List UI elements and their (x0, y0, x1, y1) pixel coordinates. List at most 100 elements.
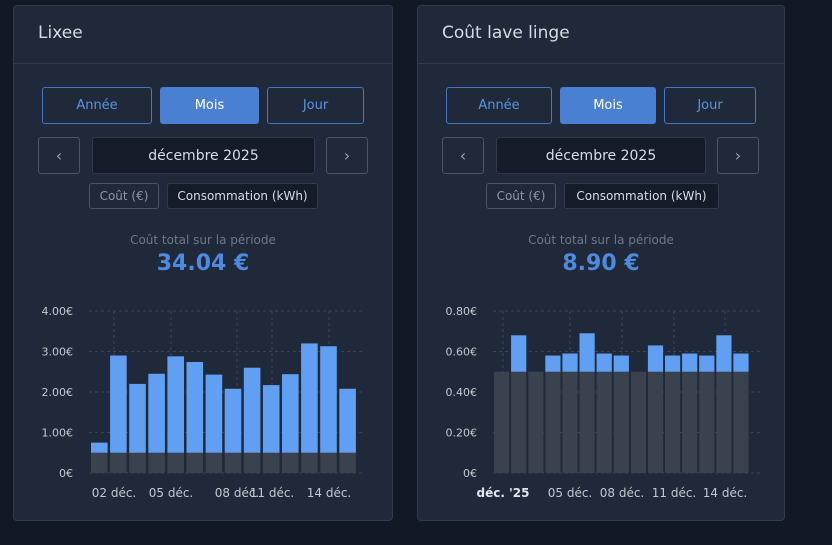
bar-cost-segment[interactable] (579, 333, 595, 372)
bar-base-segment[interactable] (699, 371, 715, 473)
bar-base-segment[interactable] (562, 371, 578, 473)
bar-base-segment[interactable] (596, 371, 612, 473)
bar-cost-segment[interactable] (596, 353, 612, 372)
bar-base-segment[interactable] (262, 452, 280, 473)
bar-cost-segment[interactable] (91, 442, 108, 453)
bar-base-segment[interactable] (186, 452, 204, 473)
cost-bar-chart: 0.80€ 0.60€ 0.40€ 0.20€ 0€déc. '25 05 déc. 08 … (446, 305, 763, 500)
bar-base-segment[interactable] (205, 452, 223, 473)
bar-base-segment[interactable] (647, 371, 664, 473)
next-month-button[interactable]: › (326, 137, 368, 174)
bar-cost-segment[interactable] (320, 346, 337, 453)
y-tick-label: 0€ (59, 467, 73, 480)
bar-cost-segment[interactable] (205, 374, 223, 453)
bar-cost-segment[interactable] (282, 374, 299, 453)
range-day-button[interactable]: Jour (664, 87, 756, 124)
bar-cost-segment[interactable] (224, 388, 242, 453)
bar-cost-segment[interactable] (129, 383, 146, 453)
bar-cost-segment[interactable] (699, 355, 715, 372)
prev-month-button[interactable]: ‹ (38, 137, 80, 174)
bar-cost-segment[interactable] (148, 373, 165, 453)
bar-base-segment[interactable] (665, 371, 681, 473)
bar-base-segment[interactable] (243, 452, 261, 473)
chevron-right-icon: › (343, 146, 351, 165)
bar-cost-segment[interactable] (733, 353, 749, 372)
bar-cost-segment[interactable] (682, 353, 698, 372)
next-month-button[interactable]: › (717, 137, 759, 174)
y-tick-label: 4.00€ (42, 305, 74, 318)
bar-base-segment[interactable] (320, 452, 337, 473)
chevron-left-icon: ‹ (55, 146, 63, 165)
bar-base-segment[interactable] (129, 452, 146, 473)
bar-cost-segment[interactable] (647, 345, 664, 372)
bar-base-segment[interactable] (613, 371, 629, 473)
y-tick-label: 3.00€ (42, 346, 74, 359)
bar-cost-segment[interactable] (665, 355, 681, 372)
cost-bar-chart: 4.00€ 3.00€ 2.00€ 1.00€ 0€ 02 déc. 05 déc. 08 d… (42, 305, 364, 500)
card-title: Lixee (38, 23, 83, 43)
bar-base-segment[interactable] (528, 371, 544, 473)
bar-cost-segment[interactable] (167, 356, 184, 453)
x-tick-label: 11 déc. (250, 486, 295, 500)
bar-base-segment[interactable] (148, 452, 165, 473)
card-divider (14, 63, 392, 64)
range-year-button[interactable]: Année (446, 87, 552, 124)
y-tick-label: 0.40€ (446, 386, 478, 399)
card-divider (418, 63, 784, 64)
bar-cost-segment[interactable] (613, 355, 629, 372)
bar-cost-segment[interactable] (262, 385, 280, 453)
total-label: Coût total sur la période (528, 233, 674, 247)
bar-base-segment[interactable] (682, 371, 698, 473)
bar-cost-segment[interactable] (562, 353, 578, 372)
total-value: 34.04 € (156, 251, 250, 276)
range-month-button[interactable]: Mois (560, 87, 656, 124)
x-tick-label: 02 déc. (92, 486, 137, 500)
x-tick-label: déc. '25 (477, 486, 530, 500)
bar-base-segment[interactable] (167, 452, 184, 473)
bar-cost-segment[interactable] (186, 362, 204, 453)
y-tick-label: 0€ (463, 467, 477, 480)
bar-base-segment[interactable] (545, 371, 561, 473)
range-day-button[interactable]: Jour (267, 87, 364, 124)
bar-base-segment[interactable] (91, 452, 108, 473)
range-year-button[interactable]: Année (42, 87, 152, 124)
cost-mode-button[interactable]: Coût (€) (486, 183, 556, 209)
y-tick-label: 1.00€ (42, 427, 74, 440)
bar-base-segment[interactable] (339, 452, 356, 473)
range-month-button[interactable]: Mois (160, 87, 259, 124)
bar-cost-segment[interactable] (339, 388, 356, 453)
bar-cost-segment[interactable] (716, 335, 732, 372)
bar-base-segment[interactable] (301, 452, 318, 473)
y-tick-label: 0.60€ (446, 346, 478, 359)
bar-cost-segment[interactable] (243, 367, 261, 453)
prev-month-button[interactable]: ‹ (442, 137, 484, 174)
bar-base-segment[interactable] (511, 371, 527, 473)
x-tick-label: 05 déc. (149, 486, 194, 500)
bar-cost-segment[interactable] (511, 335, 527, 372)
consumption-mode-button[interactable]: Consommation (kWh) (167, 183, 318, 209)
energy-card-lixee: Lixee Année Mois Jour ‹ décembre 2025 › … (13, 5, 393, 521)
bar-cost-segment[interactable] (301, 343, 318, 453)
bar-cost-segment[interactable] (110, 355, 127, 453)
bar-base-segment[interactable] (110, 452, 127, 473)
x-tick-label: 05 déc. (548, 486, 593, 500)
bar-base-segment[interactable] (579, 371, 595, 473)
cost-mode-button[interactable]: Coût (€) (89, 183, 159, 209)
total-label: Coût total sur la période (130, 233, 276, 247)
total-value: 8.90 € (562, 251, 640, 276)
chevron-left-icon: ‹ (459, 146, 467, 165)
month-display: décembre 2025 (92, 137, 315, 174)
bar-base-segment[interactable] (716, 371, 732, 473)
y-tick-label: 0.20€ (446, 427, 478, 440)
bar-base-segment[interactable] (224, 452, 242, 473)
bar-base-segment[interactable] (494, 371, 510, 473)
bar-cost-segment[interactable] (545, 355, 561, 372)
month-display: décembre 2025 (496, 137, 706, 174)
x-tick-label: 14 déc. (307, 486, 352, 500)
consumption-mode-button[interactable]: Consommation (kWh) (564, 183, 719, 209)
y-tick-label: 2.00€ (42, 386, 74, 399)
bar-base-segment[interactable] (733, 371, 749, 473)
bar-base-segment[interactable] (630, 371, 646, 473)
bar-base-segment[interactable] (282, 452, 299, 473)
y-tick-label: 0.80€ (446, 305, 478, 318)
